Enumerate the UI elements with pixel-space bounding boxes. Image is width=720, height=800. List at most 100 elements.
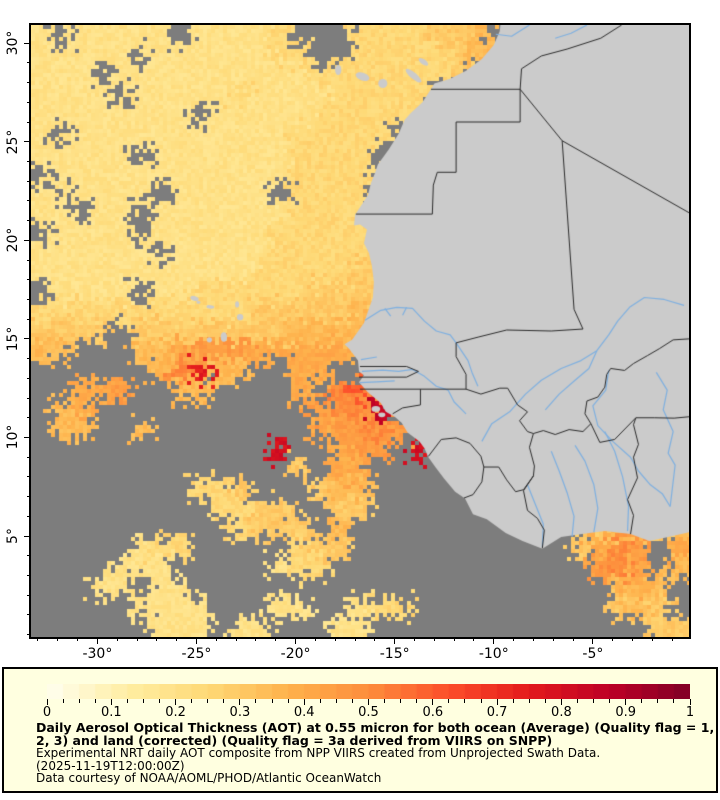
lon-minor-tick bbox=[136, 637, 138, 641]
lat-minor-tick bbox=[27, 377, 31, 379]
lon-minor-tick bbox=[513, 637, 515, 641]
colorbar-minor-tick bbox=[609, 699, 611, 703]
legend-subtitle: Experimental NRT daily AOT composite fro… bbox=[36, 746, 601, 760]
lat-minor-tick bbox=[27, 515, 31, 517]
colorbar-major-tick bbox=[496, 699, 498, 705]
lon-major-tick bbox=[195, 637, 197, 644]
lat-tick-label: 15° bbox=[5, 326, 21, 352]
colorbar-major-tick bbox=[46, 699, 48, 705]
colorbar-minor-tick bbox=[512, 699, 514, 703]
lon-minor-tick bbox=[215, 637, 217, 641]
colorbar-minor-tick bbox=[319, 699, 321, 703]
colorbar-minor-tick bbox=[673, 699, 675, 703]
lat-minor-tick bbox=[27, 397, 31, 399]
lat-minor-tick bbox=[27, 358, 31, 360]
colorbar-major-tick bbox=[239, 699, 241, 705]
lat-minor-tick bbox=[27, 476, 31, 478]
lon-minor-tick bbox=[453, 637, 455, 641]
lat-tick-label: 30° bbox=[5, 30, 21, 56]
colorbar-minor-tick bbox=[191, 699, 193, 703]
lon-tick-label: -5° bbox=[582, 646, 604, 662]
lon-major-tick bbox=[96, 637, 98, 644]
lat-minor-tick bbox=[27, 318, 31, 320]
lat-minor-tick bbox=[27, 456, 31, 458]
legend-caption: Daily Aerosol Optical Thickness (AOT) at… bbox=[36, 721, 714, 785]
lon-minor-tick bbox=[473, 637, 475, 641]
lon-major-tick bbox=[394, 637, 396, 644]
lat-major-tick bbox=[24, 42, 31, 44]
lat-major-tick bbox=[24, 436, 31, 438]
lon-minor-tick bbox=[235, 637, 237, 641]
colorbar-minor-tick bbox=[576, 699, 578, 703]
lon-minor-tick bbox=[532, 637, 534, 641]
lon-minor-tick bbox=[314, 637, 316, 641]
lat-minor-tick bbox=[27, 259, 31, 261]
lon-minor-tick bbox=[57, 637, 59, 641]
lat-minor-tick bbox=[27, 634, 31, 636]
lat-minor-tick bbox=[27, 594, 31, 596]
aot-raster-map bbox=[31, 25, 689, 637]
lon-major-tick bbox=[295, 637, 297, 644]
colorbar bbox=[47, 684, 690, 699]
lon-minor-tick bbox=[176, 637, 178, 641]
lat-minor-tick bbox=[27, 220, 31, 222]
lon-major-tick bbox=[493, 637, 495, 644]
colorbar-tick-label: 0.2 bbox=[165, 705, 186, 720]
lat-minor-tick bbox=[27, 101, 31, 103]
lat-minor-tick bbox=[27, 180, 31, 182]
colorbar-tick-label: 0.1 bbox=[100, 705, 122, 720]
colorbar-minor-tick bbox=[657, 699, 659, 703]
colorbar-minor-tick bbox=[142, 699, 144, 703]
legend-credit: Data courtesy of NOAA/AOML/PHOD/Atlantic… bbox=[36, 771, 382, 785]
lat-tick-label: 20° bbox=[5, 227, 21, 253]
lon-minor-tick bbox=[671, 637, 673, 641]
colorbar-minor-tick bbox=[255, 699, 257, 703]
lat-minor-tick bbox=[27, 614, 31, 616]
lon-minor-tick bbox=[156, 637, 158, 641]
colorbar-minor-tick bbox=[544, 699, 546, 703]
lon-minor-tick bbox=[612, 637, 614, 641]
colorbar-tick-label: 0.7 bbox=[486, 705, 508, 720]
colorbar-tick-label: 0 bbox=[42, 705, 52, 720]
colorbar-minor-tick bbox=[416, 699, 418, 703]
colorbar-minor-tick bbox=[62, 699, 64, 703]
lat-major-tick bbox=[24, 141, 31, 143]
lat-minor-tick bbox=[27, 200, 31, 202]
lon-tick-label: -20° bbox=[280, 646, 311, 662]
colorbar-minor-tick bbox=[400, 699, 402, 703]
lon-minor-tick bbox=[632, 637, 633, 641]
colorbar-major-tick bbox=[110, 699, 112, 705]
lat-minor-tick bbox=[27, 121, 31, 123]
lat-minor-tick bbox=[27, 574, 31, 576]
lon-minor-tick bbox=[354, 637, 356, 641]
lon-minor-tick bbox=[275, 637, 277, 641]
colorbar-minor-tick bbox=[287, 699, 289, 703]
colorbar-major-tick bbox=[625, 699, 627, 705]
legend-timestamp: (2025-11-19T12:00:00Z) bbox=[36, 758, 185, 773]
lon-minor-tick bbox=[433, 637, 435, 641]
lon-tick-label: -15° bbox=[379, 646, 410, 662]
legend-panel: 0 0.1 0.2 0.3 0.4 0.5 0.6 0.7 0.8 0.9 1 Daily Aero… bbox=[2, 667, 718, 793]
colorbar-minor-tick bbox=[351, 699, 353, 703]
colorbar-minor-tick bbox=[94, 699, 96, 703]
lat-minor-tick bbox=[27, 82, 31, 84]
lat-minor-tick bbox=[27, 496, 31, 498]
colorbar-minor-tick bbox=[207, 699, 209, 703]
lon-tick-label: -30° bbox=[82, 646, 113, 662]
colorbar-major-tick bbox=[560, 699, 562, 705]
colorbar-major-tick bbox=[689, 699, 691, 705]
colorbar-minor-tick bbox=[78, 699, 80, 703]
colorbar-tick-label: 0.6 bbox=[422, 705, 444, 720]
lat-minor-tick bbox=[27, 62, 31, 64]
lat-minor-tick bbox=[27, 298, 31, 300]
colorbar-tick-label: 1 bbox=[685, 705, 695, 720]
colorbar-tick-label: 0.5 bbox=[358, 705, 379, 720]
map-frame bbox=[29, 23, 691, 639]
colorbar-major-tick bbox=[175, 699, 177, 705]
colorbar-minor-tick bbox=[271, 699, 273, 703]
colorbar-minor-tick bbox=[126, 699, 128, 703]
lon-minor-tick bbox=[374, 637, 376, 641]
lat-tick-label: 25° bbox=[5, 129, 21, 155]
lon-minor-tick bbox=[572, 637, 574, 641]
colorbar-minor-tick bbox=[448, 699, 450, 703]
